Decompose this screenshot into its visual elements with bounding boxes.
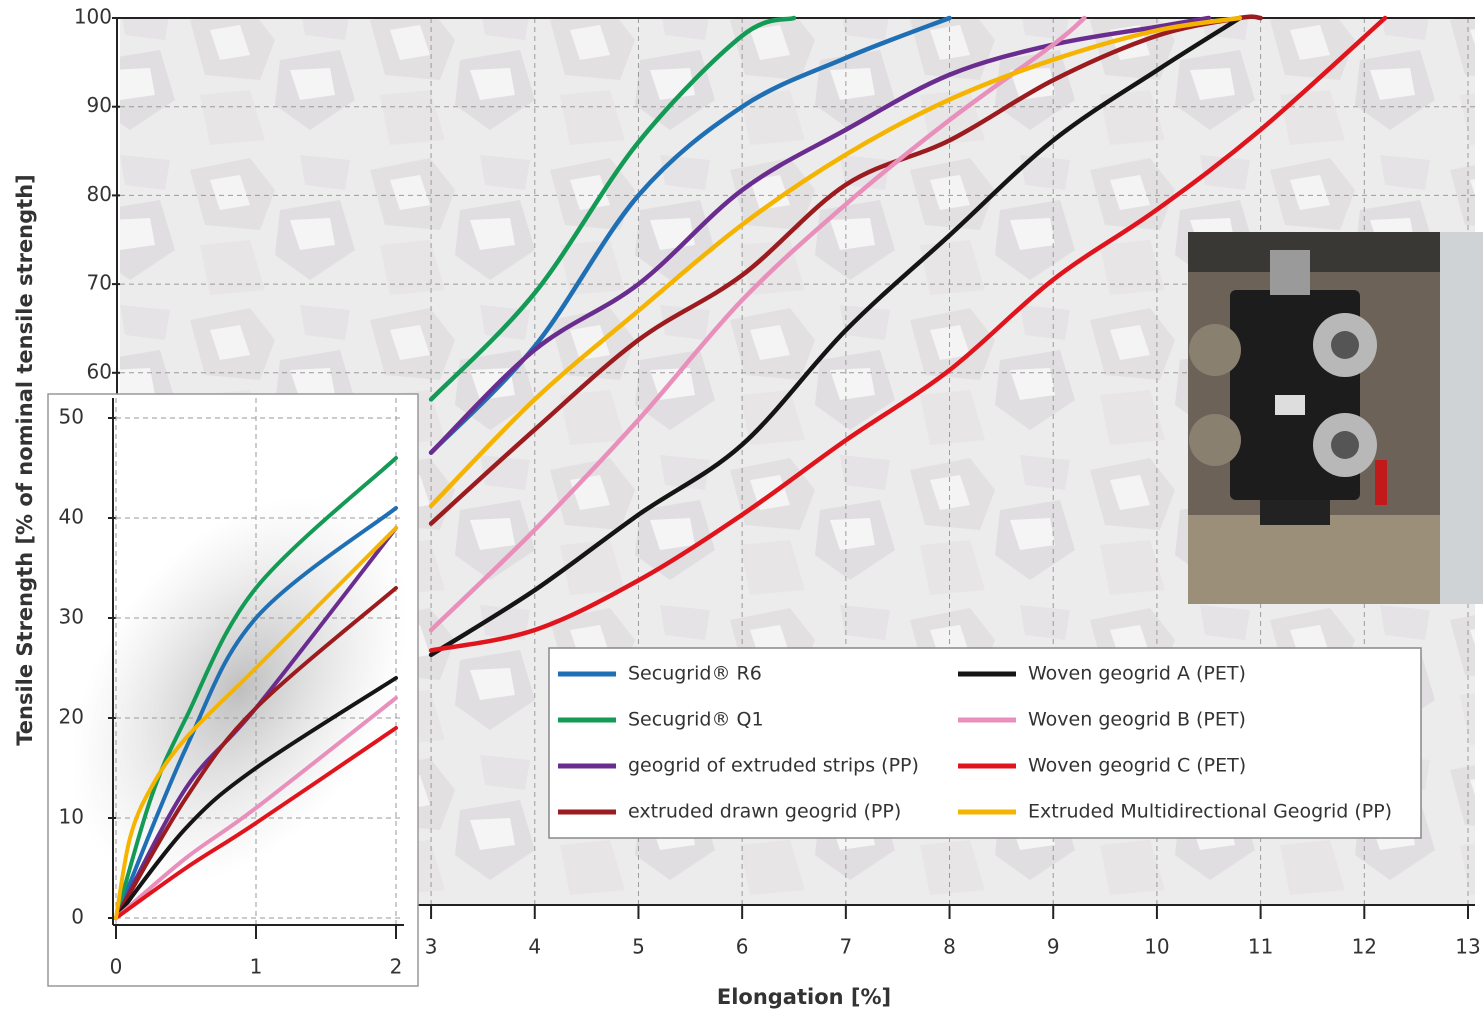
series-line — [114, 726, 398, 920]
series-line — [114, 696, 398, 920]
y-tick-label: 60 — [87, 359, 112, 383]
series-line — [428, 15, 1243, 658]
legend-box — [548, 647, 1422, 839]
x-tick-label: 9 — [1047, 935, 1060, 959]
x-tick-label: 0 — [110, 955, 123, 979]
legend-label: Secugrid® R6 — [628, 663, 762, 685]
y-axis-title: Tensile Strength [% of nominal tensile s… — [13, 174, 37, 746]
x-tick-label: 8 — [943, 935, 956, 959]
series-line — [114, 456, 398, 920]
inset-chart: 0 10 20 30 40 50 0 1 2 — [47, 393, 419, 987]
y-tick-label: 90 — [87, 93, 112, 117]
legend-label: Woven geogrid A (PET) — [1028, 663, 1246, 685]
series-line — [428, 15, 1243, 509]
series-line — [428, 15, 1388, 653]
y-tick-label: 80 — [87, 182, 112, 206]
x-tick-label: 13 — [1455, 935, 1480, 959]
legend-label: geogrid of extruded strips (PP) — [628, 755, 919, 777]
legend-label: Extruded Multidirectional Geogrid (PP) — [1028, 801, 1392, 823]
x-tick-label: 7 — [839, 935, 852, 959]
y-tick-label: 10 — [59, 805, 84, 829]
x-tick-label: 4 — [528, 935, 541, 959]
x-tick-label: 10 — [1144, 935, 1169, 959]
y-tick-label: 20 — [59, 705, 84, 729]
series-line — [428, 14, 1263, 526]
x-tick-label: 11 — [1248, 935, 1273, 959]
legend-label: Woven geogrid C (PET) — [1028, 755, 1246, 777]
y-tick-label: 70 — [87, 271, 112, 295]
x-tick-label: 12 — [1352, 935, 1377, 959]
series-line — [428, 15, 1212, 455]
y-tick-label: 40 — [59, 505, 84, 529]
test-machine-photo — [1188, 232, 1483, 604]
series-line — [114, 676, 398, 920]
legend-label: extruded drawn geogrid (PP) — [628, 801, 901, 823]
x-tick-label: 1 — [250, 955, 263, 979]
x-axis-title: Elongation [%] — [717, 985, 891, 1009]
legend-label: Secugrid® Q1 — [628, 709, 764, 731]
y-tick-label: 0 — [71, 905, 84, 929]
legend: Secugrid® R6 Secugrid® Q1 geogrid of extru… — [548, 647, 1422, 839]
series-line — [114, 526, 398, 920]
legend-label: Woven geogrid B (PET) — [1028, 709, 1246, 731]
x-tick-label: 5 — [632, 935, 645, 959]
y-tick-label: 100 — [74, 5, 112, 29]
series-line — [114, 506, 398, 920]
x-tick-label: 2 — [390, 955, 403, 979]
series-line — [114, 586, 398, 920]
y-tick-label: 30 — [59, 605, 84, 629]
y-tick-label: 50 — [59, 405, 84, 429]
x-tick-label: 3 — [425, 935, 438, 959]
series-line — [428, 15, 797, 402]
x-tick-label: 6 — [736, 935, 749, 959]
